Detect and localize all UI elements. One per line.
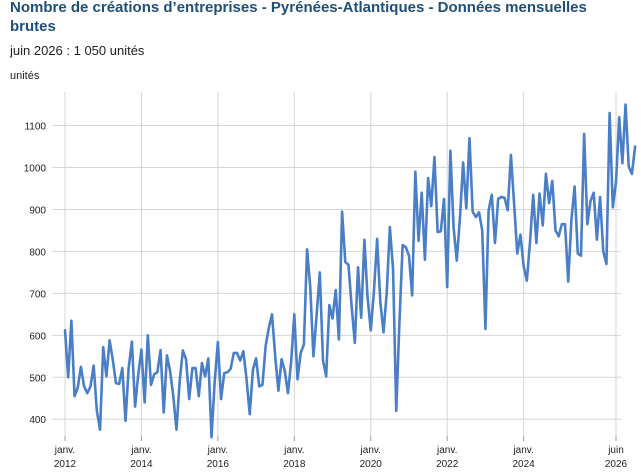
x-tick-label-year: 2016 [207,459,230,470]
x-tick-label-month: janv. [54,445,75,456]
y-tick-label: 1000 [24,164,47,175]
y-axis-label: unités [10,70,40,82]
x-tick-label-month: janv. [207,445,228,456]
series-layer [63,103,637,439]
y-tick-label: 800 [29,247,46,258]
y-tick-label: 600 [29,331,46,342]
x-tick-label-year: 2026 [605,459,628,470]
x-tick-label-month: janv. [360,445,381,456]
x-tick-label-month: janv. [130,445,151,456]
x-tick-label-month: janv. [283,445,304,456]
chart-subtitle: juin 2026 : 1 050 unités [10,43,145,58]
y-tick-label: 1100 [24,122,46,133]
x-tick-label-month: janv. [436,445,457,456]
x-tick-label-year: 2018 [283,459,306,470]
x-tick-label-month: janv. [512,445,533,456]
y-axis-ticks: 400 500 600 700 800 900 1000 1100 [24,122,47,427]
x-tick-label-year: 2022 [436,459,459,470]
y-tick-label: 500 [29,373,46,384]
x-tick-label-year: 2020 [360,459,383,470]
y-tick-label: 700 [29,289,46,300]
y-tick-label: 400 [29,415,46,426]
x-axis-ticks: janv. 2012 janv. 2014 janv. 2016 janv. 2018 janv… [54,436,628,470]
y-tick-label: 900 [29,205,46,216]
x-tick-label-year: 2012 [54,459,77,470]
chart-title: Nombre de créations d’entreprises - Pyré… [10,0,587,35]
x-tick-label-month: juin [607,445,624,456]
x-tick-label-year: 2014 [130,459,153,470]
series-line [63,103,637,439]
x-tick-label-year: 2024 [513,459,536,470]
